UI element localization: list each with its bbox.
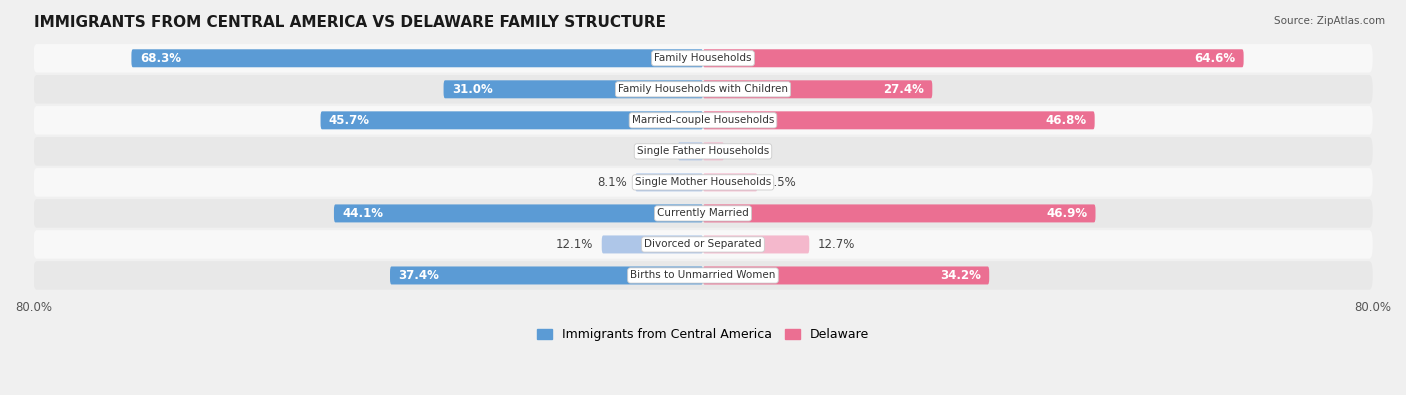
Text: 45.7%: 45.7% <box>329 114 370 127</box>
FancyBboxPatch shape <box>34 199 1372 228</box>
FancyBboxPatch shape <box>34 261 1372 290</box>
Text: 46.8%: 46.8% <box>1045 114 1087 127</box>
Text: Source: ZipAtlas.com: Source: ZipAtlas.com <box>1274 16 1385 26</box>
FancyBboxPatch shape <box>389 267 703 284</box>
Text: 2.5%: 2.5% <box>733 145 762 158</box>
FancyBboxPatch shape <box>703 142 724 160</box>
Text: 3.0%: 3.0% <box>640 145 669 158</box>
FancyBboxPatch shape <box>703 173 758 192</box>
Text: Family Households: Family Households <box>654 53 752 63</box>
Text: 68.3%: 68.3% <box>139 52 181 65</box>
Text: Single Father Households: Single Father Households <box>637 147 769 156</box>
Text: 34.2%: 34.2% <box>941 269 981 282</box>
FancyBboxPatch shape <box>703 111 1095 129</box>
FancyBboxPatch shape <box>602 235 703 254</box>
Text: 12.7%: 12.7% <box>818 238 855 251</box>
Text: Married-couple Households: Married-couple Households <box>631 115 775 125</box>
Text: 44.1%: 44.1% <box>342 207 384 220</box>
FancyBboxPatch shape <box>703 205 1095 222</box>
Text: 64.6%: 64.6% <box>1194 52 1236 65</box>
Text: Family Households with Children: Family Households with Children <box>619 84 787 94</box>
FancyBboxPatch shape <box>335 205 703 222</box>
Text: IMMIGRANTS FROM CENTRAL AMERICA VS DELAWARE FAMILY STRUCTURE: IMMIGRANTS FROM CENTRAL AMERICA VS DELAW… <box>34 15 665 30</box>
Text: Single Mother Households: Single Mother Households <box>636 177 770 187</box>
FancyBboxPatch shape <box>636 173 703 192</box>
FancyBboxPatch shape <box>34 75 1372 103</box>
Text: Divorced or Separated: Divorced or Separated <box>644 239 762 249</box>
FancyBboxPatch shape <box>321 111 703 129</box>
FancyBboxPatch shape <box>703 235 810 254</box>
FancyBboxPatch shape <box>678 142 703 160</box>
Text: 6.5%: 6.5% <box>766 176 796 189</box>
FancyBboxPatch shape <box>34 44 1372 73</box>
Text: 31.0%: 31.0% <box>451 83 492 96</box>
Text: 8.1%: 8.1% <box>598 176 627 189</box>
Text: 12.1%: 12.1% <box>555 238 593 251</box>
FancyBboxPatch shape <box>703 267 990 284</box>
Text: 46.9%: 46.9% <box>1046 207 1087 220</box>
Text: 27.4%: 27.4% <box>883 83 924 96</box>
Text: 37.4%: 37.4% <box>398 269 439 282</box>
FancyBboxPatch shape <box>34 230 1372 259</box>
FancyBboxPatch shape <box>703 80 932 98</box>
FancyBboxPatch shape <box>34 168 1372 197</box>
Text: Currently Married: Currently Married <box>657 209 749 218</box>
FancyBboxPatch shape <box>131 49 703 67</box>
FancyBboxPatch shape <box>703 49 1244 67</box>
FancyBboxPatch shape <box>34 106 1372 135</box>
Legend: Immigrants from Central America, Delaware: Immigrants from Central America, Delawar… <box>531 323 875 346</box>
FancyBboxPatch shape <box>34 137 1372 166</box>
Text: Births to Unmarried Women: Births to Unmarried Women <box>630 271 776 280</box>
FancyBboxPatch shape <box>443 80 703 98</box>
